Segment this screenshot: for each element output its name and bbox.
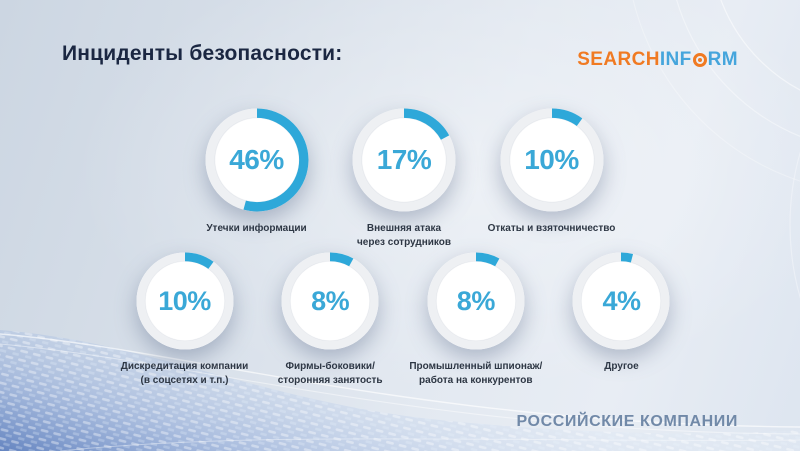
searchinform-logo: SEARCH INF RM [577, 49, 738, 70]
donut-label: Откаты и взяточничество [487, 223, 616, 234]
donut-value: 8% [456, 285, 496, 316]
footer-caption: РОССИЙСКИЕ КОМПАНИИ [516, 413, 738, 430]
donut-chart: 10% Откаты и взяточничество [478, 108, 625, 250]
page-title: Инциденты безопасности: [62, 42, 343, 65]
donut-row-1: 46% Утечки информации 17% Внешняя атака чер… [183, 108, 625, 250]
donut-chart: 8% Фирмы-боковики/ сторонняя занятость [258, 252, 403, 388]
donut-label: Внешняя атака через сотрудников [356, 223, 452, 248]
donut-ring: 17% [352, 108, 456, 212]
donut-chart: 8% Промышленный шпионаж/ работа на конкур… [403, 252, 548, 388]
donut-value: 17% [376, 144, 432, 175]
donut-chart: 46% Утечки информации [183, 108, 330, 250]
donut-row-2: 10% Дискредитация компании (в соцсетях и … [112, 252, 694, 388]
logo-o-dot [697, 58, 702, 62]
donut-ring: 8% [427, 252, 525, 350]
donut-chart: 4% Другое [549, 252, 694, 388]
donut-value: 10% [524, 144, 579, 175]
donut-ring: 46% [205, 108, 309, 212]
donut-ring: 10% [500, 108, 604, 212]
donut-label: Утечки информации [206, 223, 307, 234]
logo-text-rm: RM [707, 49, 738, 70]
donut-chart: 17% Внешняя атака через сотрудников [331, 108, 478, 250]
logo-o-ring-icon [692, 53, 707, 67]
donut-ring: 4% [572, 252, 670, 350]
donut-value: 10% [158, 285, 211, 316]
donut-value: 46% [229, 144, 284, 175]
donut-ring: 10% [135, 252, 234, 350]
donut-ring: 8% [281, 252, 379, 350]
donut-chart: 10% Дискредитация компании (в соцсетях и … [112, 252, 257, 388]
donut-label: Фирмы-боковики/ сторонняя занятость [277, 361, 383, 386]
logo-text-search: SEARCH [577, 49, 660, 70]
donut-label: Дискредитация компании (в соцсетях и т.п… [120, 361, 249, 386]
donut-value: 4% [602, 285, 641, 316]
donut-label: Промышленный шпионаж/ работа на конкурен… [409, 361, 543, 386]
logo-text-inf: INF [659, 49, 692, 70]
donut-label: Другое [604, 361, 639, 372]
donut-value: 8% [311, 285, 350, 316]
